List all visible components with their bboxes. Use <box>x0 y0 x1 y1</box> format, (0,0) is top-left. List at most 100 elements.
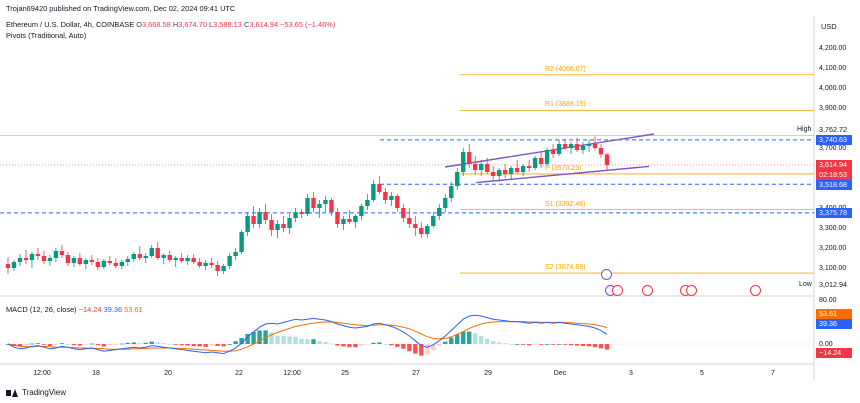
candle-body <box>490 172 496 176</box>
x-axis-tick: 22 <box>235 370 243 377</box>
macd-histogram-bar <box>161 343 166 344</box>
candle-body <box>203 263 208 266</box>
x-axis-tick: 5 <box>700 370 704 377</box>
high-price-box: 3,762.72 <box>816 125 852 135</box>
us-flag-event-icon[interactable] <box>750 285 761 296</box>
countdown-box: 02:18:53 <box>816 170 852 180</box>
candle-body <box>485 164 490 172</box>
candle-body <box>41 256 47 261</box>
candle-body <box>161 255 166 258</box>
event-marker-icon[interactable] <box>601 269 612 280</box>
candle-body <box>389 196 394 200</box>
candle-body <box>550 150 556 154</box>
macd-histogram-bar <box>269 332 274 344</box>
macd-histogram-bar <box>95 344 101 346</box>
candle-body <box>245 216 250 232</box>
candle-body <box>359 206 364 216</box>
macd-histogram-bar <box>335 344 340 346</box>
candle-body <box>107 261 113 263</box>
tradingview-logo-icon <box>6 389 18 397</box>
macd-histogram-bar <box>167 344 172 345</box>
macd-histogram-bar <box>221 344 226 347</box>
x-axis-tick: 20 <box>164 370 172 377</box>
candle-body <box>83 260 89 264</box>
low-label-hdr: L <box>209 20 214 29</box>
candle-body <box>598 148 604 155</box>
macd-histogram-bar <box>467 331 472 344</box>
macd-indicator-line[interactable]: MACD (12, 26, close) −14.24 39.36 53.61 <box>6 305 143 315</box>
macd-histogram-bar <box>275 335 280 344</box>
macd-label: MACD (12, 26, close) <box>6 305 77 314</box>
macd-histogram-bar <box>395 344 400 347</box>
macd-histogram-bar <box>365 344 370 345</box>
candle-body <box>377 184 382 192</box>
open-label: O <box>136 20 142 29</box>
macd-hist-box: −14.24 <box>816 348 852 358</box>
candle-body <box>29 254 35 260</box>
candle-body <box>371 184 376 200</box>
macd-histogram-bar <box>119 343 125 345</box>
macd-histogram-bar <box>526 344 532 346</box>
macd-histogram-bar <box>65 344 71 345</box>
pivots-indicator-label[interactable]: Pivots (Traditional, Auto) <box>6 31 87 40</box>
candle-body <box>353 216 358 222</box>
candle-body <box>71 258 77 263</box>
us-flag-event-icon[interactable] <box>686 285 697 296</box>
macd-histogram-bar <box>323 342 328 344</box>
macd-histogram-bar <box>233 341 238 344</box>
y-axis-tick: 4,200.00 <box>819 44 847 52</box>
candle-body <box>562 144 568 148</box>
candle-body <box>413 224 418 228</box>
macd-line-box: 39.36 <box>816 319 852 329</box>
macd-histogram-bar <box>353 344 358 348</box>
candle-body <box>473 164 478 170</box>
y-axis-tick: 3,100.00 <box>819 264 847 272</box>
macd-histogram-bar <box>305 339 310 344</box>
macd-hist-value: −14.24 <box>78 305 102 314</box>
macd-histogram-bar <box>83 344 89 345</box>
candle-body <box>514 168 520 172</box>
candle-body <box>5 264 11 268</box>
symbol-name[interactable]: Ethereum / U.S. Dollar, 4h, COINBASE <box>6 20 135 29</box>
candle-body <box>209 263 214 265</box>
candle-body <box>532 158 538 168</box>
candle-body <box>479 164 484 170</box>
candle-body <box>574 144 580 150</box>
candle-body <box>455 172 460 186</box>
candle-body <box>131 254 136 259</box>
macd-histogram-bar <box>59 343 65 344</box>
currency-label[interactable]: USD <box>821 22 837 31</box>
footer: TradingView <box>6 388 66 398</box>
change-value: −53.65 (−1.46%) <box>280 20 336 29</box>
y-axis-tick: 4,000.00 <box>819 84 847 92</box>
candle-body <box>191 258 196 262</box>
us-flag-event-icon[interactable] <box>642 285 653 296</box>
candle-body <box>47 258 53 261</box>
footer-brand[interactable]: TradingView <box>22 388 67 397</box>
macd-histogram-bar <box>149 341 154 344</box>
channel-upper-line <box>444 133 655 168</box>
macd-histogram-bar <box>197 344 202 347</box>
macd-histogram-bar <box>257 330 262 344</box>
macd-histogram-bar <box>209 344 214 346</box>
macd-histogram-bar <box>508 344 514 345</box>
macd-histogram-bar <box>299 338 304 344</box>
candle-body <box>317 204 322 208</box>
candle-body <box>496 170 502 176</box>
candle-body <box>59 251 65 255</box>
candle-body <box>149 248 154 256</box>
macd-histogram-bar <box>239 338 244 344</box>
macd-histogram-bar <box>550 344 556 345</box>
macd-histogram-bar <box>568 344 574 346</box>
candle-body <box>538 158 544 164</box>
candle-body <box>287 218 292 228</box>
candle-body <box>119 262 125 266</box>
macd-histogram-bar <box>53 344 59 345</box>
macd-line-value: 39.36 <box>103 305 123 314</box>
high-label: High <box>797 126 812 133</box>
open-value: 3,668.58 <box>141 20 171 29</box>
us-flag-event-icon[interactable] <box>612 285 623 296</box>
y-axis-tick: 3,900.00 <box>819 104 847 112</box>
macd-histogram-bar <box>401 344 406 349</box>
